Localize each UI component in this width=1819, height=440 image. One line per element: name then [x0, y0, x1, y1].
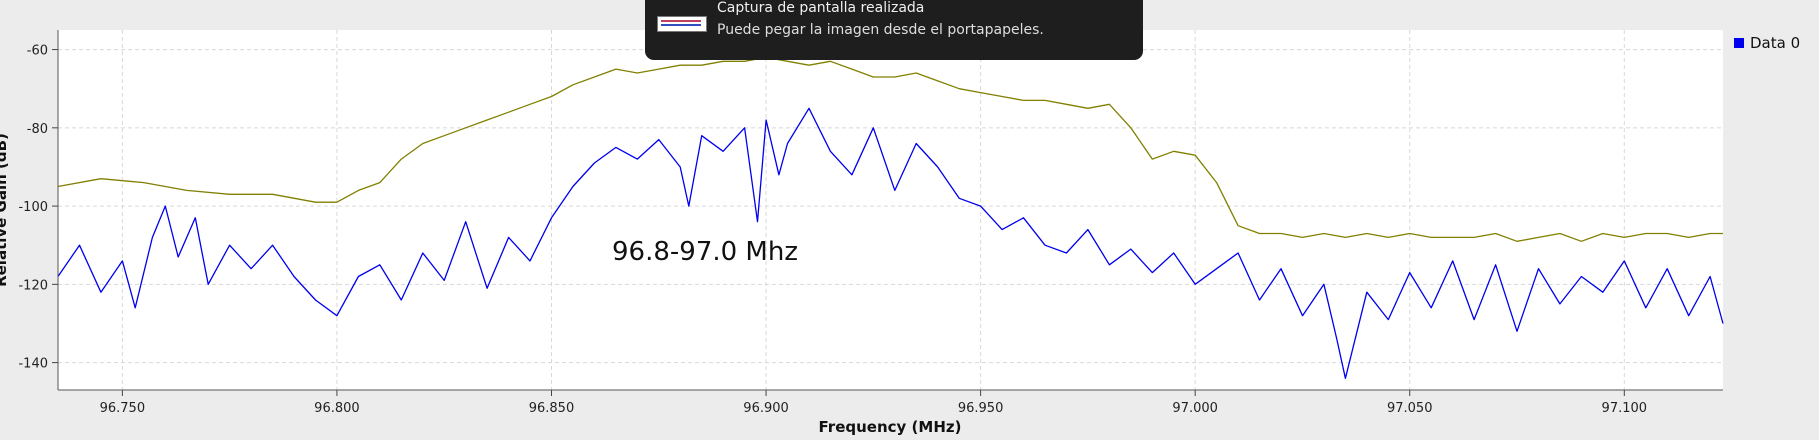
x-tick-label: 96.850: [529, 401, 575, 416]
x-tick-label: 96.750: [100, 401, 146, 416]
y-tick-label: -120: [18, 278, 48, 293]
x-tick-label: 97.000: [1172, 401, 1218, 416]
screenshot-thumbnail: [657, 16, 707, 32]
notification-body: Puede pegar la imagen desde el portapape…: [717, 22, 1044, 38]
x-tick-label: 96.950: [958, 401, 1004, 416]
screenshot-notification[interactable]: Captura de pantalla realizada Puede pega…: [645, 0, 1143, 60]
x-axis-title: Frequency (MHz): [819, 418, 962, 436]
plot-area: [58, 30, 1723, 390]
series-line: [57, 107, 1724, 379]
x-tick-label: 96.800: [314, 401, 360, 416]
y-axis: -60 -80 -100 -120 -140: [18, 44, 58, 372]
x-tick-label: 97.100: [1602, 401, 1648, 416]
chart-annotation: 96.8-97.0 Mhz: [612, 237, 798, 267]
y-axis-title: Relative Gain (dB): [0, 133, 10, 287]
y-tick-label: -60: [27, 44, 48, 59]
x-tick-label: 97.050: [1387, 401, 1433, 416]
y-tick-label: -140: [18, 357, 48, 372]
notification-title: Captura de pantalla realizada: [717, 0, 925, 16]
series-line: [57, 56, 1723, 242]
legend-label: Data 0: [1750, 34, 1801, 52]
legend-item-data-0[interactable]: Data 0: [1734, 34, 1800, 52]
y-tick-label: -100: [18, 200, 48, 215]
x-axis: 96.750 96.800 96.850 96.900 96.950 97.000 97.0…: [100, 390, 1647, 416]
grid: [58, 30, 1723, 390]
legend-swatch: [1734, 38, 1744, 48]
y-tick-label: -80: [27, 122, 48, 137]
x-tick-label: 96.900: [743, 401, 789, 416]
series-group: [57, 56, 1724, 379]
